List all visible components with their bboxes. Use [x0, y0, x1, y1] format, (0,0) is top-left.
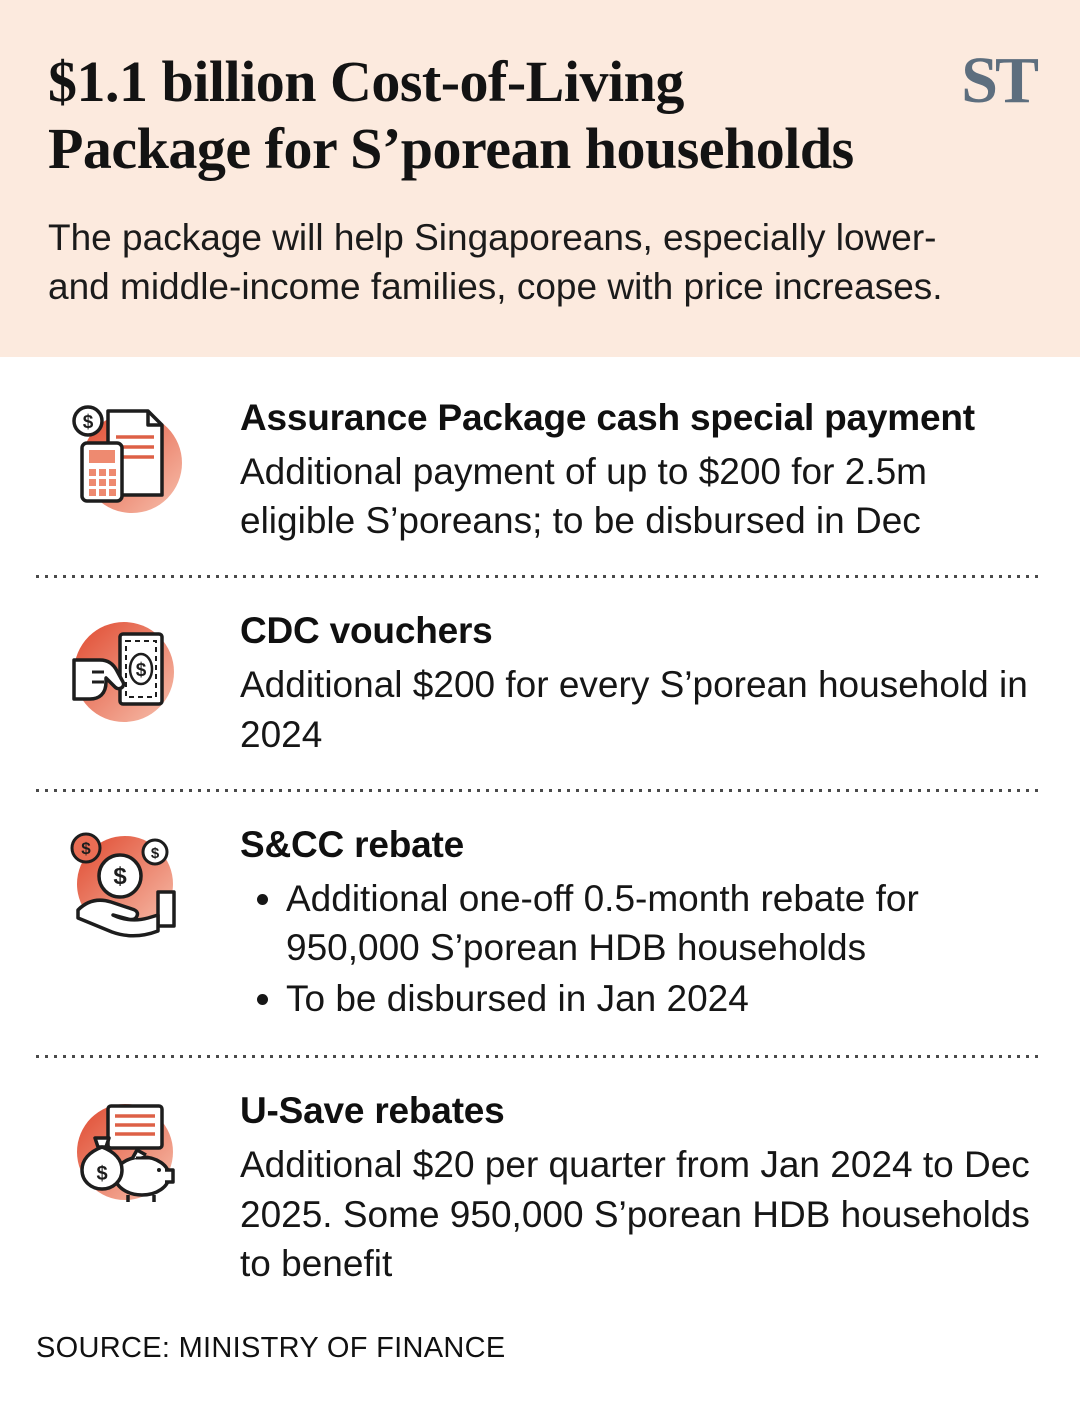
item-text: CDC vouchers Additional $200 for every S… — [240, 608, 1040, 758]
svg-text:$: $ — [113, 863, 127, 890]
item-title: Assurance Package cash special payment — [240, 396, 975, 438]
scc-rebate-icon: $ $ $ — [70, 832, 176, 938]
item-description: Additional $200 for every S’porean house… — [240, 664, 1028, 755]
item-bullet: Additional one-off 0.5-month rebate for … — [286, 874, 1020, 972]
straits-times-logo: ST — [961, 44, 1039, 117]
dotted-separator — [36, 1055, 1044, 1059]
page-title: $1.1 billion Cost-of-Living Package for … — [48, 48, 854, 183]
package-item-scc-rebate: $ $ $ S&CC rebate Additional one-off 0.5… — [0, 792, 1080, 1056]
svg-text:$: $ — [151, 845, 160, 862]
dotted-separator — [36, 788, 1044, 792]
item-text: U-Save rebates Additional $20 per quarte… — [240, 1088, 1040, 1288]
scc-rebate-icon: $ $ $ — [62, 822, 188, 948]
package-item-cdc-vouchers: $ CDC vouchers Additional $200 for every… — [0, 578, 1080, 788]
item-text: Assurance Package cash special payment A… — [240, 395, 1040, 545]
header: $1.1 billion Cost-of-Living Package for … — [0, 0, 1080, 357]
item-bullet-list: Additional one-off 0.5-month rebate for … — [240, 874, 1020, 1024]
item-title: S&CC rebate — [240, 823, 464, 865]
assurance-payment-icon: $ — [62, 395, 188, 521]
svg-text:$: $ — [96, 1163, 107, 1185]
title-line-1: $1.1 billion Cost-of-Living — [48, 49, 684, 114]
item-description: Additional payment of up to $200 for 2.5… — [240, 450, 927, 542]
header-top: $1.1 billion Cost-of-Living Package for … — [48, 44, 1039, 183]
cdc-vouchers-icon: $ — [62, 608, 188, 734]
package-items-list: $ Assurance Package cash special payment… — [0, 357, 1080, 1318]
source-footer: SOURCE: MINISTRY OF FINANCE — [0, 1318, 1080, 1403]
subtitle: The package will help Singaporeans, espe… — [48, 216, 943, 307]
svg-text:$: $ — [83, 412, 94, 433]
package-item-usave: $ U-Save rebates Additional $20 per quar… — [0, 1058, 1080, 1318]
item-text: S&CC rebate Additional one-off 0.5-month… — [240, 822, 1040, 1026]
package-item-assurance: $ Assurance Package cash special payment… — [0, 365, 1080, 575]
infographic-page: $1.1 billion Cost-of-Living Package for … — [0, 0, 1080, 1350]
item-description: Additional $20 per quarter from Jan 2024… — [240, 1144, 1030, 1284]
item-title: CDC vouchers — [240, 610, 493, 652]
source-text: SOURCE: MINISTRY OF FINANCE — [36, 1331, 506, 1364]
dotted-separator — [36, 575, 1044, 579]
cdc-vouchers-icon: $ — [72, 622, 174, 723]
item-title: U-Save rebates — [240, 1090, 505, 1132]
svg-text:$: $ — [136, 660, 147, 681]
usave-rebates-icon: $ — [77, 1104, 175, 1203]
svg-text:$: $ — [81, 839, 91, 858]
title-line-2: Package for S’porean households — [48, 116, 854, 182]
item-bullet: To be disbursed in Jan 2024 — [286, 974, 1020, 1023]
usave-rebates-icon: $ — [62, 1088, 188, 1214]
assurance-payment-icon: $ — [72, 405, 182, 513]
